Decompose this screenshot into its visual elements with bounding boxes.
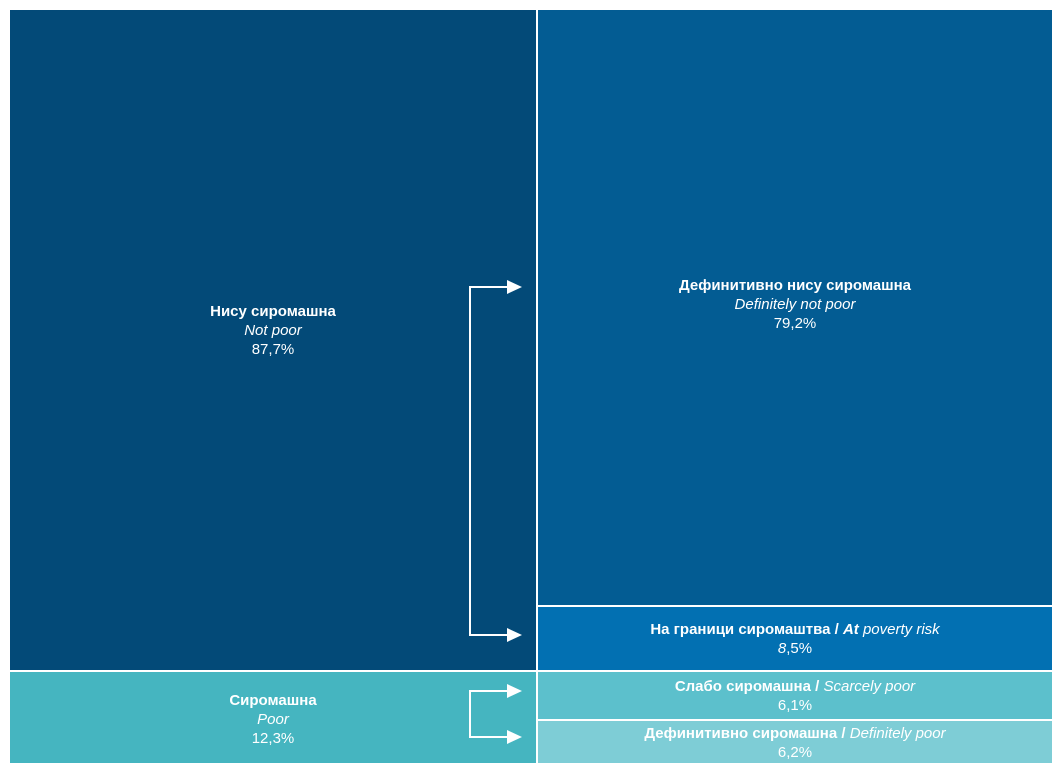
- bracket: [469, 690, 508, 738]
- value: 79,2%: [773, 315, 817, 332]
- bracket: [469, 286, 508, 636]
- poor-box: Сиромашна Poor 12,3%: [10, 672, 536, 763]
- label: Слабо сиромашна /: [674, 677, 820, 695]
- value: 12,3%: [251, 730, 295, 747]
- arrow-head: [507, 280, 522, 294]
- scarcely-poor-box: Слабо сиромашна / Scarcely poor 6,1%: [538, 672, 1052, 719]
- label-en: Definitely not poor: [734, 296, 856, 313]
- label: На граници сиромаштва /: [650, 620, 839, 638]
- label-en: Poor: [257, 711, 289, 728]
- label: Дефинитивно нису сиромашна: [679, 277, 911, 294]
- label: Сиромашна: [229, 692, 317, 709]
- label-en: Definitely poor: [849, 725, 946, 742]
- arrow-head: [507, 684, 522, 698]
- label-en-bold: At: [842, 620, 859, 638]
- not-poor-box: Нису сиромашна Not poor 87,7%: [10, 10, 536, 670]
- value: 6,2%: [777, 744, 813, 761]
- label-en: Scarcely poor: [823, 677, 916, 695]
- arrow-head: [507, 730, 522, 744]
- value: ,5%: [786, 639, 813, 657]
- arrow-head: [507, 628, 522, 642]
- definitely-poor-box: Дефинитивно сиромашна / Definitely poor …: [538, 721, 1052, 763]
- label-en: Not poor: [244, 321, 302, 339]
- arrow-group-top: [469, 286, 508, 636]
- poverty-risk-box: На граници сиромаштва / At poverty risk …: [538, 607, 1052, 670]
- label-en: poverty risk: [862, 620, 940, 638]
- arrow-group-bottom: [469, 690, 508, 738]
- value: 6,1%: [777, 696, 813, 714]
- value: 87,7%: [251, 340, 295, 358]
- value-part: 8: [777, 639, 787, 657]
- label: Дефинитивно сиромашна /: [644, 725, 846, 742]
- definitely-not-poor-box: Дефинитивно нису сиромашна Definitely no…: [538, 10, 1052, 605]
- label: Нису сиромашна: [210, 302, 336, 320]
